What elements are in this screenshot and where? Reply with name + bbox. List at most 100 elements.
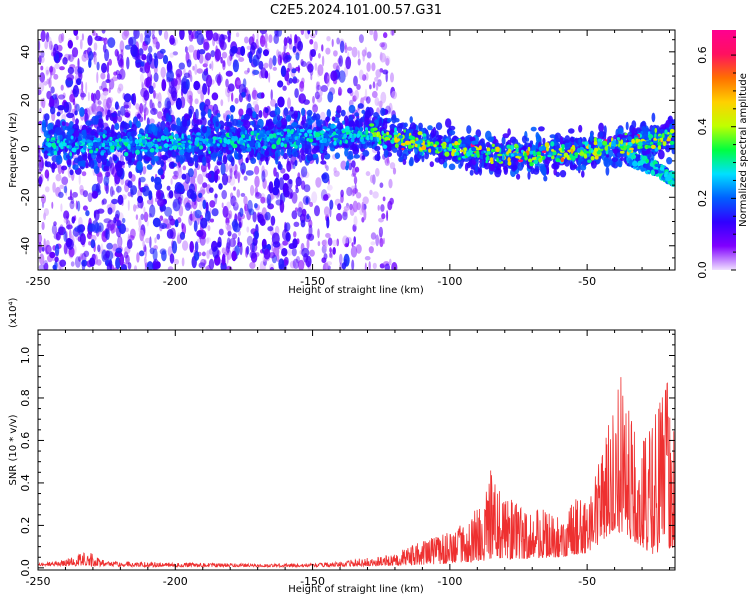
- spectrogram-cell: [249, 250, 257, 259]
- spectrogram-cell: [239, 207, 244, 218]
- spectrogram-cell: [63, 210, 70, 220]
- spectrogram-cell: [198, 262, 206, 269]
- spectrogram-cell: [624, 132, 628, 136]
- spectrogram-cell: [349, 206, 355, 216]
- spectrogram-cell: [66, 112, 75, 119]
- spectrogram-cell: [45, 66, 50, 77]
- spectrogram-cell: [62, 57, 68, 65]
- spectrogram-cell: [115, 257, 121, 269]
- spectrogram-cell: [201, 125, 207, 134]
- spectrogram-cell: [234, 199, 238, 207]
- spectrogram-cell: [380, 91, 387, 104]
- spectrogram-cell: [75, 118, 79, 125]
- spectrogram-cell: [158, 126, 161, 133]
- spectrogram-cell: [139, 33, 144, 43]
- spectrogram-cell: [283, 37, 288, 47]
- spectrogram-cell: [386, 131, 390, 136]
- spectrogram-cell: [75, 103, 80, 112]
- spectrogram-cell: [351, 143, 358, 152]
- spectrogram-cell: [237, 172, 240, 184]
- spectrogram-cell: [159, 48, 166, 54]
- spectrogram-cell: [427, 125, 433, 131]
- spectrogram-cell: [370, 241, 376, 246]
- spectrogram-cell: [532, 150, 536, 155]
- spectrogram-cell: [117, 115, 123, 123]
- spectrogram-cell: [237, 153, 243, 159]
- spectrogram-cell: [329, 252, 332, 258]
- spectrogram-cell: [383, 149, 389, 158]
- spectrogram-cell: [254, 230, 259, 240]
- spectrogram-cell: [153, 90, 156, 99]
- spectrogram-cell: [202, 156, 207, 167]
- spectrogram-cell: [74, 256, 81, 268]
- spectrogram-cell: [254, 203, 258, 209]
- spectrogram-cell: [161, 155, 169, 161]
- spectrogram-cell: [60, 203, 63, 212]
- spectrogram-cell: [301, 61, 307, 67]
- spectrogram-cell: [57, 105, 65, 111]
- spectrogram-cell: [87, 154, 92, 160]
- spectrogram-cell: [169, 52, 174, 58]
- spectrogram-cell: [272, 55, 277, 66]
- spectrogram-cell: [314, 205, 320, 217]
- spectrogram-cell: [96, 259, 102, 266]
- spectrogram-cell: [194, 159, 199, 169]
- spectrogram-cell: [529, 140, 534, 145]
- spectrogram-cell: [93, 42, 98, 51]
- spectrogram-cell: [288, 243, 295, 250]
- spectrogram-cell: [540, 166, 547, 176]
- spectrogram-cell: [464, 135, 471, 144]
- spectrogram-cell: [295, 52, 300, 61]
- spectrogram-cell: [140, 61, 145, 67]
- spectrogram-cell: [226, 224, 232, 232]
- spectrogram-cell: [67, 66, 75, 75]
- spectrogram-cell: [149, 118, 155, 125]
- spectrogram-cell: [58, 142, 64, 148]
- spectrogram-cell: [77, 58, 80, 69]
- spectrogram-cell: [342, 235, 349, 246]
- spectrogram-cell: [130, 130, 137, 137]
- spectrogram-cell: [173, 170, 178, 176]
- spectrogram-cell: [90, 130, 96, 135]
- spectrogram-cell: [45, 161, 52, 168]
- spectrogram-cell: [259, 35, 266, 47]
- spectrogram-cell: [83, 108, 88, 115]
- spectrogram-cell: [401, 147, 405, 151]
- spectrogram-cell: [379, 52, 387, 63]
- spectrogram-cell: [503, 166, 509, 175]
- spectrogram-cell: [494, 168, 502, 178]
- spectrogram-cell: [241, 169, 245, 175]
- spectrogram-cell: [49, 251, 56, 259]
- spectrogram-cell: [139, 73, 144, 84]
- spectrogram-cell: [654, 147, 659, 152]
- spectrogram-cell: [625, 121, 629, 131]
- spectrogram-cell: [240, 162, 246, 174]
- spectrogram-cell: [111, 198, 119, 205]
- spectrogram-cell: [323, 150, 328, 156]
- spectrogram-cell: [374, 136, 377, 142]
- spectrogram-cell: [332, 247, 336, 255]
- spectrogram-cell: [598, 131, 604, 138]
- spectrogram-cell: [369, 84, 372, 90]
- spectrogram-cell: [252, 100, 258, 106]
- spectrogram-cell: [334, 152, 341, 159]
- spectrogram-cell: [196, 68, 203, 74]
- spectrogram-cell: [414, 143, 418, 148]
- spectrogram-cell: [307, 63, 314, 73]
- spectrogram-cell: [110, 162, 115, 175]
- spectrogram-cell: [226, 55, 232, 67]
- spectrogram-cell: [251, 241, 255, 252]
- spectrogram-cell: [392, 167, 397, 175]
- spectrogram-cell: [569, 161, 574, 170]
- spectrogram-cell: [205, 52, 212, 61]
- spectrogram-cell: [160, 160, 165, 167]
- spectrogram-cell: [383, 237, 385, 245]
- spectrogram-cell: [254, 124, 261, 129]
- spectrogram-cell: [418, 122, 423, 130]
- spectrogram-cell: [133, 204, 137, 212]
- spectrogram-cell: [66, 224, 73, 230]
- spectrogram-cell: [409, 122, 417, 131]
- spectrogram-cell: [178, 153, 186, 163]
- spectrogram-cell: [533, 159, 539, 165]
- spectrogram-cell: [90, 103, 96, 113]
